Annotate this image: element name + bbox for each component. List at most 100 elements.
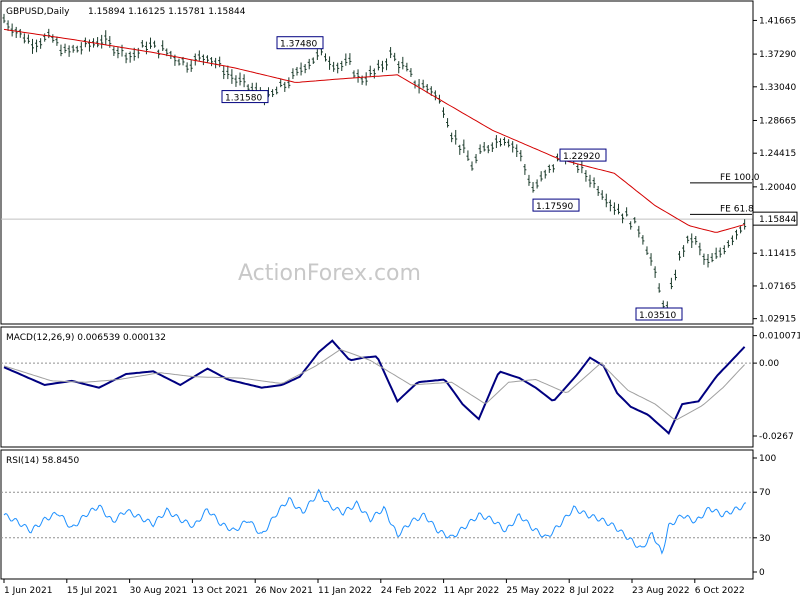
- x-tick-label: 8 Jul 2022: [569, 586, 614, 596]
- ohlc-bar: [144, 41, 148, 55]
- ohlc-bar: [629, 221, 633, 230]
- ohlc-bar: [442, 107, 446, 118]
- ohlc-bar: [507, 139, 511, 148]
- ohlc-bar: [433, 90, 437, 101]
- ohlc-bar: [498, 138, 502, 147]
- ohlc-bar: [332, 61, 336, 72]
- x-tick-label: 1 Jun 2021: [4, 586, 52, 596]
- ohlc-bar: [177, 58, 181, 66]
- ohlc-bar: [18, 28, 22, 38]
- ohlc-bar: [307, 58, 311, 70]
- ohlc-bar: [527, 174, 531, 186]
- ohlc-bar: [645, 246, 649, 255]
- ohlc-bar: [189, 60, 193, 72]
- ohlc-bar: [722, 245, 726, 255]
- ohlc-bar: [584, 170, 588, 182]
- ohlc-bar: [275, 86, 279, 95]
- ohlc-bar: [352, 70, 356, 79]
- ohlc-bar: [625, 207, 629, 217]
- y-tick-label: 1.33040: [759, 83, 796, 93]
- ohlc-bar: [10, 23, 14, 37]
- x-tick-label: 13 Oct 2021: [192, 586, 248, 596]
- ohlc-bar: [299, 62, 303, 76]
- y-tick-label: 0.010071: [759, 332, 800, 342]
- ohlc-bar: [14, 26, 18, 38]
- ohlc-bar: [287, 77, 291, 89]
- macd-panel-frame: [0, 326, 754, 448]
- ohlc-bar: [466, 150, 470, 161]
- ohlc-bar: [197, 50, 201, 61]
- ohlc-bar: [87, 39, 91, 52]
- rsi-layer: [1, 488, 753, 555]
- ohlc-bar: [59, 44, 63, 57]
- x-tick-label: 11 Apr 2022: [444, 586, 500, 596]
- ohlc-bar: [368, 65, 372, 77]
- ohlc-bar: [222, 65, 226, 80]
- ohlc-bar: [238, 72, 242, 86]
- rsi-line: [3, 488, 747, 555]
- ohlc-bar: [478, 144, 482, 154]
- ohlc-bar: [389, 47, 393, 59]
- ohlc-bar: [201, 54, 205, 66]
- ohlc-bar: [55, 36, 59, 46]
- macd-layer: [1, 339, 753, 435]
- ohlc-bar: [421, 79, 425, 89]
- axis-layer: 1.41665 1.37290 1.33040 1.28665 1.24415 1.200…: [3, 16, 800, 596]
- ohlc-bar: [328, 56, 332, 70]
- ohlc-bar: [714, 247, 718, 259]
- ohlc-bar: [112, 46, 116, 56]
- macd-title: MACD(12,26,9) 0.006539 0.000132: [6, 333, 166, 343]
- fib-label: FE 100.0: [720, 173, 760, 183]
- ohlc-bar: [535, 179, 539, 189]
- ohlc-bar: [35, 39, 39, 53]
- price-title: GBPUSD,Daily: [6, 7, 70, 17]
- ohlc-bar: [356, 69, 360, 83]
- watermark: ActionForex.com: [238, 261, 421, 286]
- ohlc-bar: [694, 235, 698, 245]
- ohlc-bar: [140, 40, 144, 48]
- ohlc-bar: [649, 253, 653, 266]
- ohlc-bar: [669, 277, 673, 290]
- ohlc-bar: [22, 33, 26, 44]
- ohlc-bar: [743, 219, 747, 230]
- ohlc-bar: [116, 47, 120, 59]
- ohlc-bar: [39, 38, 43, 49]
- ohlc-bar: [71, 44, 75, 53]
- ohlc-bar: [185, 62, 189, 73]
- rsi-title: RSI(14) 58.8450: [6, 456, 79, 466]
- ohlc-bar: [234, 75, 238, 87]
- ohlc-bar: [242, 74, 246, 88]
- macd-signal-line: [3, 348, 745, 421]
- ohlc-bar: [311, 57, 315, 64]
- ohlc-bar: [458, 144, 462, 155]
- ohlc-bar: [193, 53, 197, 66]
- x-tick-label: 6 Oct 2022: [695, 586, 745, 596]
- ohlc-bar: [315, 49, 319, 60]
- ohlc-bar: [490, 142, 494, 152]
- x-tick-label: 23 Aug 2022: [632, 586, 690, 596]
- ohlc-bar: [205, 55, 209, 63]
- ohlc-bar: [336, 62, 340, 74]
- ohlc-bar: [96, 37, 100, 48]
- ohlc-bar: [702, 253, 706, 265]
- swing-annotation: 1.37480: [276, 36, 324, 50]
- ohlc-bar: [486, 144, 490, 154]
- ohlc-bar: [149, 37, 153, 49]
- ohlc-bar: [604, 193, 608, 208]
- ohlc-bar: [698, 242, 702, 256]
- ohlc-bar: [515, 144, 519, 158]
- ohlc-bar: [470, 161, 474, 171]
- ohlc-bar: [633, 217, 637, 224]
- ohlc-bar: [128, 51, 132, 63]
- ohlc-bar: [653, 266, 657, 278]
- ohlc-bar: [608, 199, 612, 212]
- ohlc-bar: [600, 190, 604, 200]
- rsi-panel-frame: [0, 449, 754, 580]
- ohlc-bar: [279, 78, 283, 88]
- y-tick-label: 1.41665: [759, 16, 796, 26]
- ohlc-bar: [43, 33, 47, 42]
- y-tick-label: 1.11415: [759, 249, 796, 259]
